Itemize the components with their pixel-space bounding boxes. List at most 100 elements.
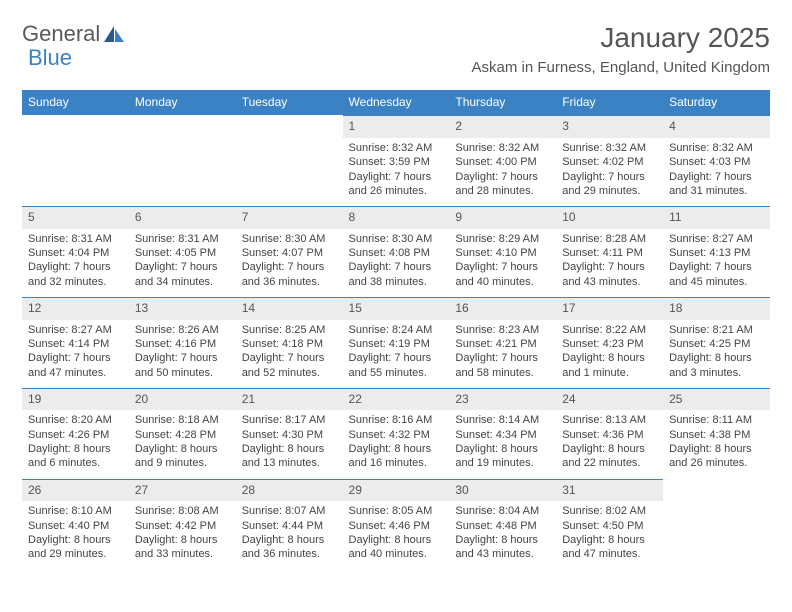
sunset: Sunset: 4:16 PM <box>135 337 230 351</box>
sunrise: Sunrise: 8:31 AM <box>28 232 123 246</box>
sunrise: Sunrise: 8:26 AM <box>135 323 230 337</box>
daylight: Daylight: 8 hours and 3 minutes. <box>669 351 764 380</box>
sunrise: Sunrise: 8:22 AM <box>562 323 657 337</box>
daylight: Daylight: 7 hours and 31 minutes. <box>669 170 764 199</box>
daylight: Daylight: 7 hours and 38 minutes. <box>349 260 444 289</box>
calendar-day: 8Sunrise: 8:30 AMSunset: 4:08 PMDaylight… <box>343 206 450 297</box>
day-body: Sunrise: 8:16 AMSunset: 4:32 PMDaylight:… <box>343 410 450 478</box>
sunrise: Sunrise: 8:29 AM <box>455 232 550 246</box>
day-number: 6 <box>129 206 236 229</box>
sunset: Sunset: 3:59 PM <box>349 155 444 169</box>
daylight: Daylight: 7 hours and 47 minutes. <box>28 351 123 380</box>
location: Askam in Furness, England, United Kingdo… <box>472 58 770 78</box>
day-number: 29 <box>343 479 450 502</box>
daylight: Daylight: 7 hours and 58 minutes. <box>455 351 550 380</box>
daylight: Daylight: 7 hours and 28 minutes. <box>455 170 550 199</box>
sunset: Sunset: 4:23 PM <box>562 337 657 351</box>
weekday-header: Friday <box>556 90 663 116</box>
sunset: Sunset: 4:05 PM <box>135 246 230 260</box>
sunset: Sunset: 4:25 PM <box>669 337 764 351</box>
day-number: 27 <box>129 479 236 502</box>
sunset: Sunset: 4:28 PM <box>135 428 230 442</box>
calendar-day: 17Sunrise: 8:22 AMSunset: 4:23 PMDayligh… <box>556 297 663 388</box>
day-body: Sunrise: 8:10 AMSunset: 4:40 PMDaylight:… <box>22 501 129 569</box>
day-body: Sunrise: 8:28 AMSunset: 4:11 PMDaylight:… <box>556 229 663 297</box>
day-body: Sunrise: 8:05 AMSunset: 4:46 PMDaylight:… <box>343 501 450 569</box>
calendar-day: 26Sunrise: 8:10 AMSunset: 4:40 PMDayligh… <box>22 479 129 570</box>
daylight: Daylight: 8 hours and 47 minutes. <box>562 533 657 562</box>
sunrise: Sunrise: 8:28 AM <box>562 232 657 246</box>
calendar-day: 2Sunrise: 8:32 AMSunset: 4:00 PMDaylight… <box>449 115 556 206</box>
sunset: Sunset: 4:44 PM <box>242 519 337 533</box>
sunset: Sunset: 4:07 PM <box>242 246 337 260</box>
logo-sail-icon <box>102 24 126 44</box>
weekday-row: SundayMondayTuesdayWednesdayThursdayFrid… <box>22 90 770 116</box>
day-number: 4 <box>663 115 770 138</box>
day-body: Sunrise: 8:02 AMSunset: 4:50 PMDaylight:… <box>556 501 663 569</box>
sunrise: Sunrise: 8:13 AM <box>562 413 657 427</box>
sunrise: Sunrise: 8:32 AM <box>455 141 550 155</box>
sunrise: Sunrise: 8:17 AM <box>242 413 337 427</box>
sunrise: Sunrise: 8:32 AM <box>562 141 657 155</box>
sunset: Sunset: 4:02 PM <box>562 155 657 169</box>
calendar-day: 15Sunrise: 8:24 AMSunset: 4:19 PMDayligh… <box>343 297 450 388</box>
day-body: Sunrise: 8:25 AMSunset: 4:18 PMDaylight:… <box>236 320 343 388</box>
day-number: 1 <box>343 115 450 138</box>
calendar-day: 22Sunrise: 8:16 AMSunset: 4:32 PMDayligh… <box>343 388 450 479</box>
day-number: 15 <box>343 297 450 320</box>
day-number: 30 <box>449 479 556 502</box>
day-body: Sunrise: 8:20 AMSunset: 4:26 PMDaylight:… <box>22 410 129 478</box>
sunset: Sunset: 4:32 PM <box>349 428 444 442</box>
sunrise: Sunrise: 8:23 AM <box>455 323 550 337</box>
day-body <box>236 138 343 200</box>
calendar-day: 9Sunrise: 8:29 AMSunset: 4:10 PMDaylight… <box>449 206 556 297</box>
daylight: Daylight: 8 hours and 22 minutes. <box>562 442 657 471</box>
day-number: 20 <box>129 388 236 411</box>
calendar-day: 6Sunrise: 8:31 AMSunset: 4:05 PMDaylight… <box>129 206 236 297</box>
calendar-day: 10Sunrise: 8:28 AMSunset: 4:11 PMDayligh… <box>556 206 663 297</box>
day-body: Sunrise: 8:32 AMSunset: 4:02 PMDaylight:… <box>556 138 663 206</box>
day-body: Sunrise: 8:11 AMSunset: 4:38 PMDaylight:… <box>663 410 770 478</box>
sunset: Sunset: 4:10 PM <box>455 246 550 260</box>
calendar-week: 26Sunrise: 8:10 AMSunset: 4:40 PMDayligh… <box>22 479 770 570</box>
calendar-day: 14Sunrise: 8:25 AMSunset: 4:18 PMDayligh… <box>236 297 343 388</box>
day-body: Sunrise: 8:23 AMSunset: 4:21 PMDaylight:… <box>449 320 556 388</box>
daylight: Daylight: 7 hours and 40 minutes. <box>455 260 550 289</box>
daylight: Daylight: 7 hours and 50 minutes. <box>135 351 230 380</box>
day-body: Sunrise: 8:32 AMSunset: 4:03 PMDaylight:… <box>663 138 770 206</box>
weekday-header: Monday <box>129 90 236 116</box>
day-body: Sunrise: 8:17 AMSunset: 4:30 PMDaylight:… <box>236 410 343 478</box>
day-body: Sunrise: 8:04 AMSunset: 4:48 PMDaylight:… <box>449 501 556 569</box>
header: General January 2025 Askam in Furness, E… <box>22 20 770 78</box>
sunrise: Sunrise: 8:27 AM <box>28 323 123 337</box>
daylight: Daylight: 8 hours and 13 minutes. <box>242 442 337 471</box>
sunrise: Sunrise: 8:14 AM <box>455 413 550 427</box>
daylight: Daylight: 8 hours and 9 minutes. <box>135 442 230 471</box>
sunrise: Sunrise: 8:07 AM <box>242 504 337 518</box>
sunrise: Sunrise: 8:25 AM <box>242 323 337 337</box>
sunset: Sunset: 4:11 PM <box>562 246 657 260</box>
day-body: Sunrise: 8:27 AMSunset: 4:13 PMDaylight:… <box>663 229 770 297</box>
calendar-table: SundayMondayTuesdayWednesdayThursdayFrid… <box>22 90 770 570</box>
sunset: Sunset: 4:19 PM <box>349 337 444 351</box>
sunrise: Sunrise: 8:20 AM <box>28 413 123 427</box>
day-number: 10 <box>556 206 663 229</box>
calendar-day <box>22 115 129 206</box>
weekday-header: Wednesday <box>343 90 450 116</box>
day-body: Sunrise: 8:14 AMSunset: 4:34 PMDaylight:… <box>449 410 556 478</box>
day-number: 12 <box>22 297 129 320</box>
day-body: Sunrise: 8:31 AMSunset: 4:05 PMDaylight:… <box>129 229 236 297</box>
day-body: Sunrise: 8:29 AMSunset: 4:10 PMDaylight:… <box>449 229 556 297</box>
sunset: Sunset: 4:50 PM <box>562 519 657 533</box>
sunset: Sunset: 4:18 PM <box>242 337 337 351</box>
day-body: Sunrise: 8:18 AMSunset: 4:28 PMDaylight:… <box>129 410 236 478</box>
day-body: Sunrise: 8:22 AMSunset: 4:23 PMDaylight:… <box>556 320 663 388</box>
title-block: January 2025 Askam in Furness, England, … <box>472 20 770 78</box>
calendar-head: SundayMondayTuesdayWednesdayThursdayFrid… <box>22 90 770 116</box>
day-number <box>663 479 770 502</box>
sunrise: Sunrise: 8:24 AM <box>349 323 444 337</box>
calendar-day: 12Sunrise: 8:27 AMSunset: 4:14 PMDayligh… <box>22 297 129 388</box>
day-number: 28 <box>236 479 343 502</box>
day-body: Sunrise: 8:24 AMSunset: 4:19 PMDaylight:… <box>343 320 450 388</box>
day-number <box>22 115 129 138</box>
